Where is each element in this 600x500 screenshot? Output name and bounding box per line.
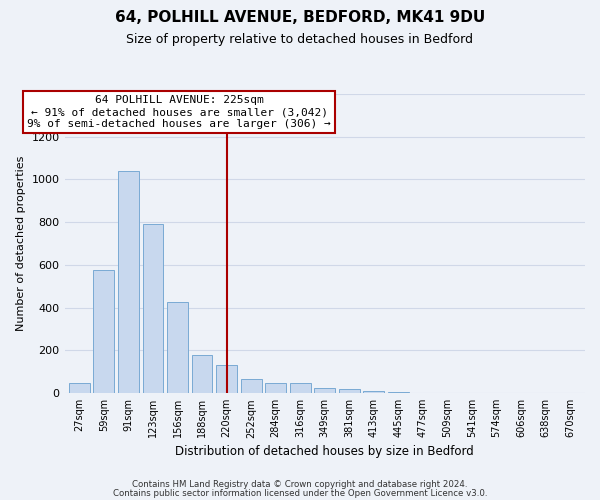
Text: Contains public sector information licensed under the Open Government Licence v3: Contains public sector information licen…: [113, 488, 487, 498]
Bar: [339, 389, 360, 393]
Bar: [216, 366, 237, 393]
Text: Size of property relative to detached houses in Bedford: Size of property relative to detached ho…: [127, 32, 473, 46]
Bar: [290, 382, 311, 393]
Bar: [69, 382, 90, 393]
Bar: [143, 224, 163, 393]
Bar: [241, 380, 262, 393]
Bar: [167, 302, 188, 393]
Bar: [364, 391, 385, 393]
Y-axis label: Number of detached properties: Number of detached properties: [16, 156, 26, 332]
Bar: [314, 388, 335, 393]
Text: 64 POLHILL AVENUE: 225sqm
← 91% of detached houses are smaller (3,042)
9% of sem: 64 POLHILL AVENUE: 225sqm ← 91% of detac…: [27, 96, 331, 128]
Bar: [94, 270, 114, 393]
Bar: [388, 392, 409, 393]
Bar: [118, 171, 139, 393]
Text: 64, POLHILL AVENUE, BEDFORD, MK41 9DU: 64, POLHILL AVENUE, BEDFORD, MK41 9DU: [115, 10, 485, 25]
Text: Contains HM Land Registry data © Crown copyright and database right 2024.: Contains HM Land Registry data © Crown c…: [132, 480, 468, 489]
X-axis label: Distribution of detached houses by size in Bedford: Distribution of detached houses by size …: [175, 444, 474, 458]
Bar: [191, 354, 212, 393]
Bar: [265, 382, 286, 393]
